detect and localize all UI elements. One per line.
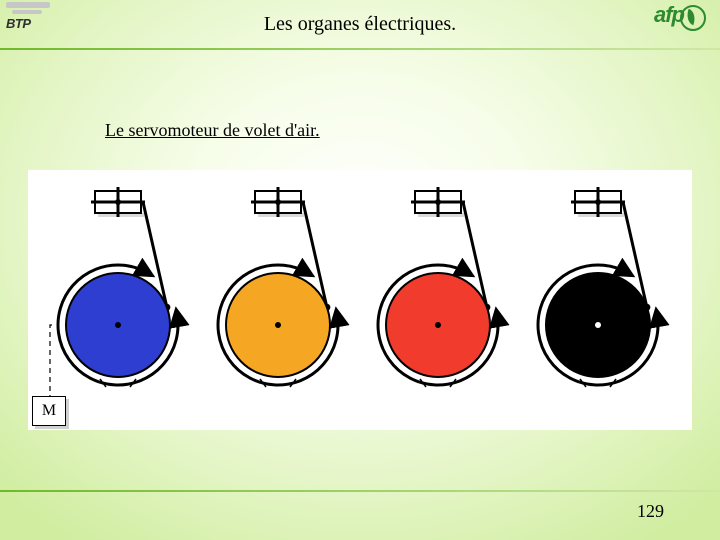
header-band: Les organes électriques. [0, 0, 720, 48]
page-number: 129 [637, 501, 664, 522]
page-title: Les organes électriques. [264, 13, 456, 36]
slide-page: Les organes électriques. BTP afp Le serv… [0, 0, 720, 540]
logo-left: BTP [6, 2, 52, 40]
subtitle: Le servomoteur de volet d'air. [105, 120, 320, 141]
logo-right: afp [654, 2, 714, 40]
motor-box: M [32, 396, 66, 426]
footer-divider [0, 490, 720, 492]
leaf-icon [680, 5, 706, 31]
header-divider [0, 48, 720, 50]
logo-left-text: BTP [6, 16, 52, 31]
diagram-panel: M [28, 170, 692, 430]
servomotor-diagram [28, 170, 692, 430]
motor-label: M [42, 402, 56, 419]
